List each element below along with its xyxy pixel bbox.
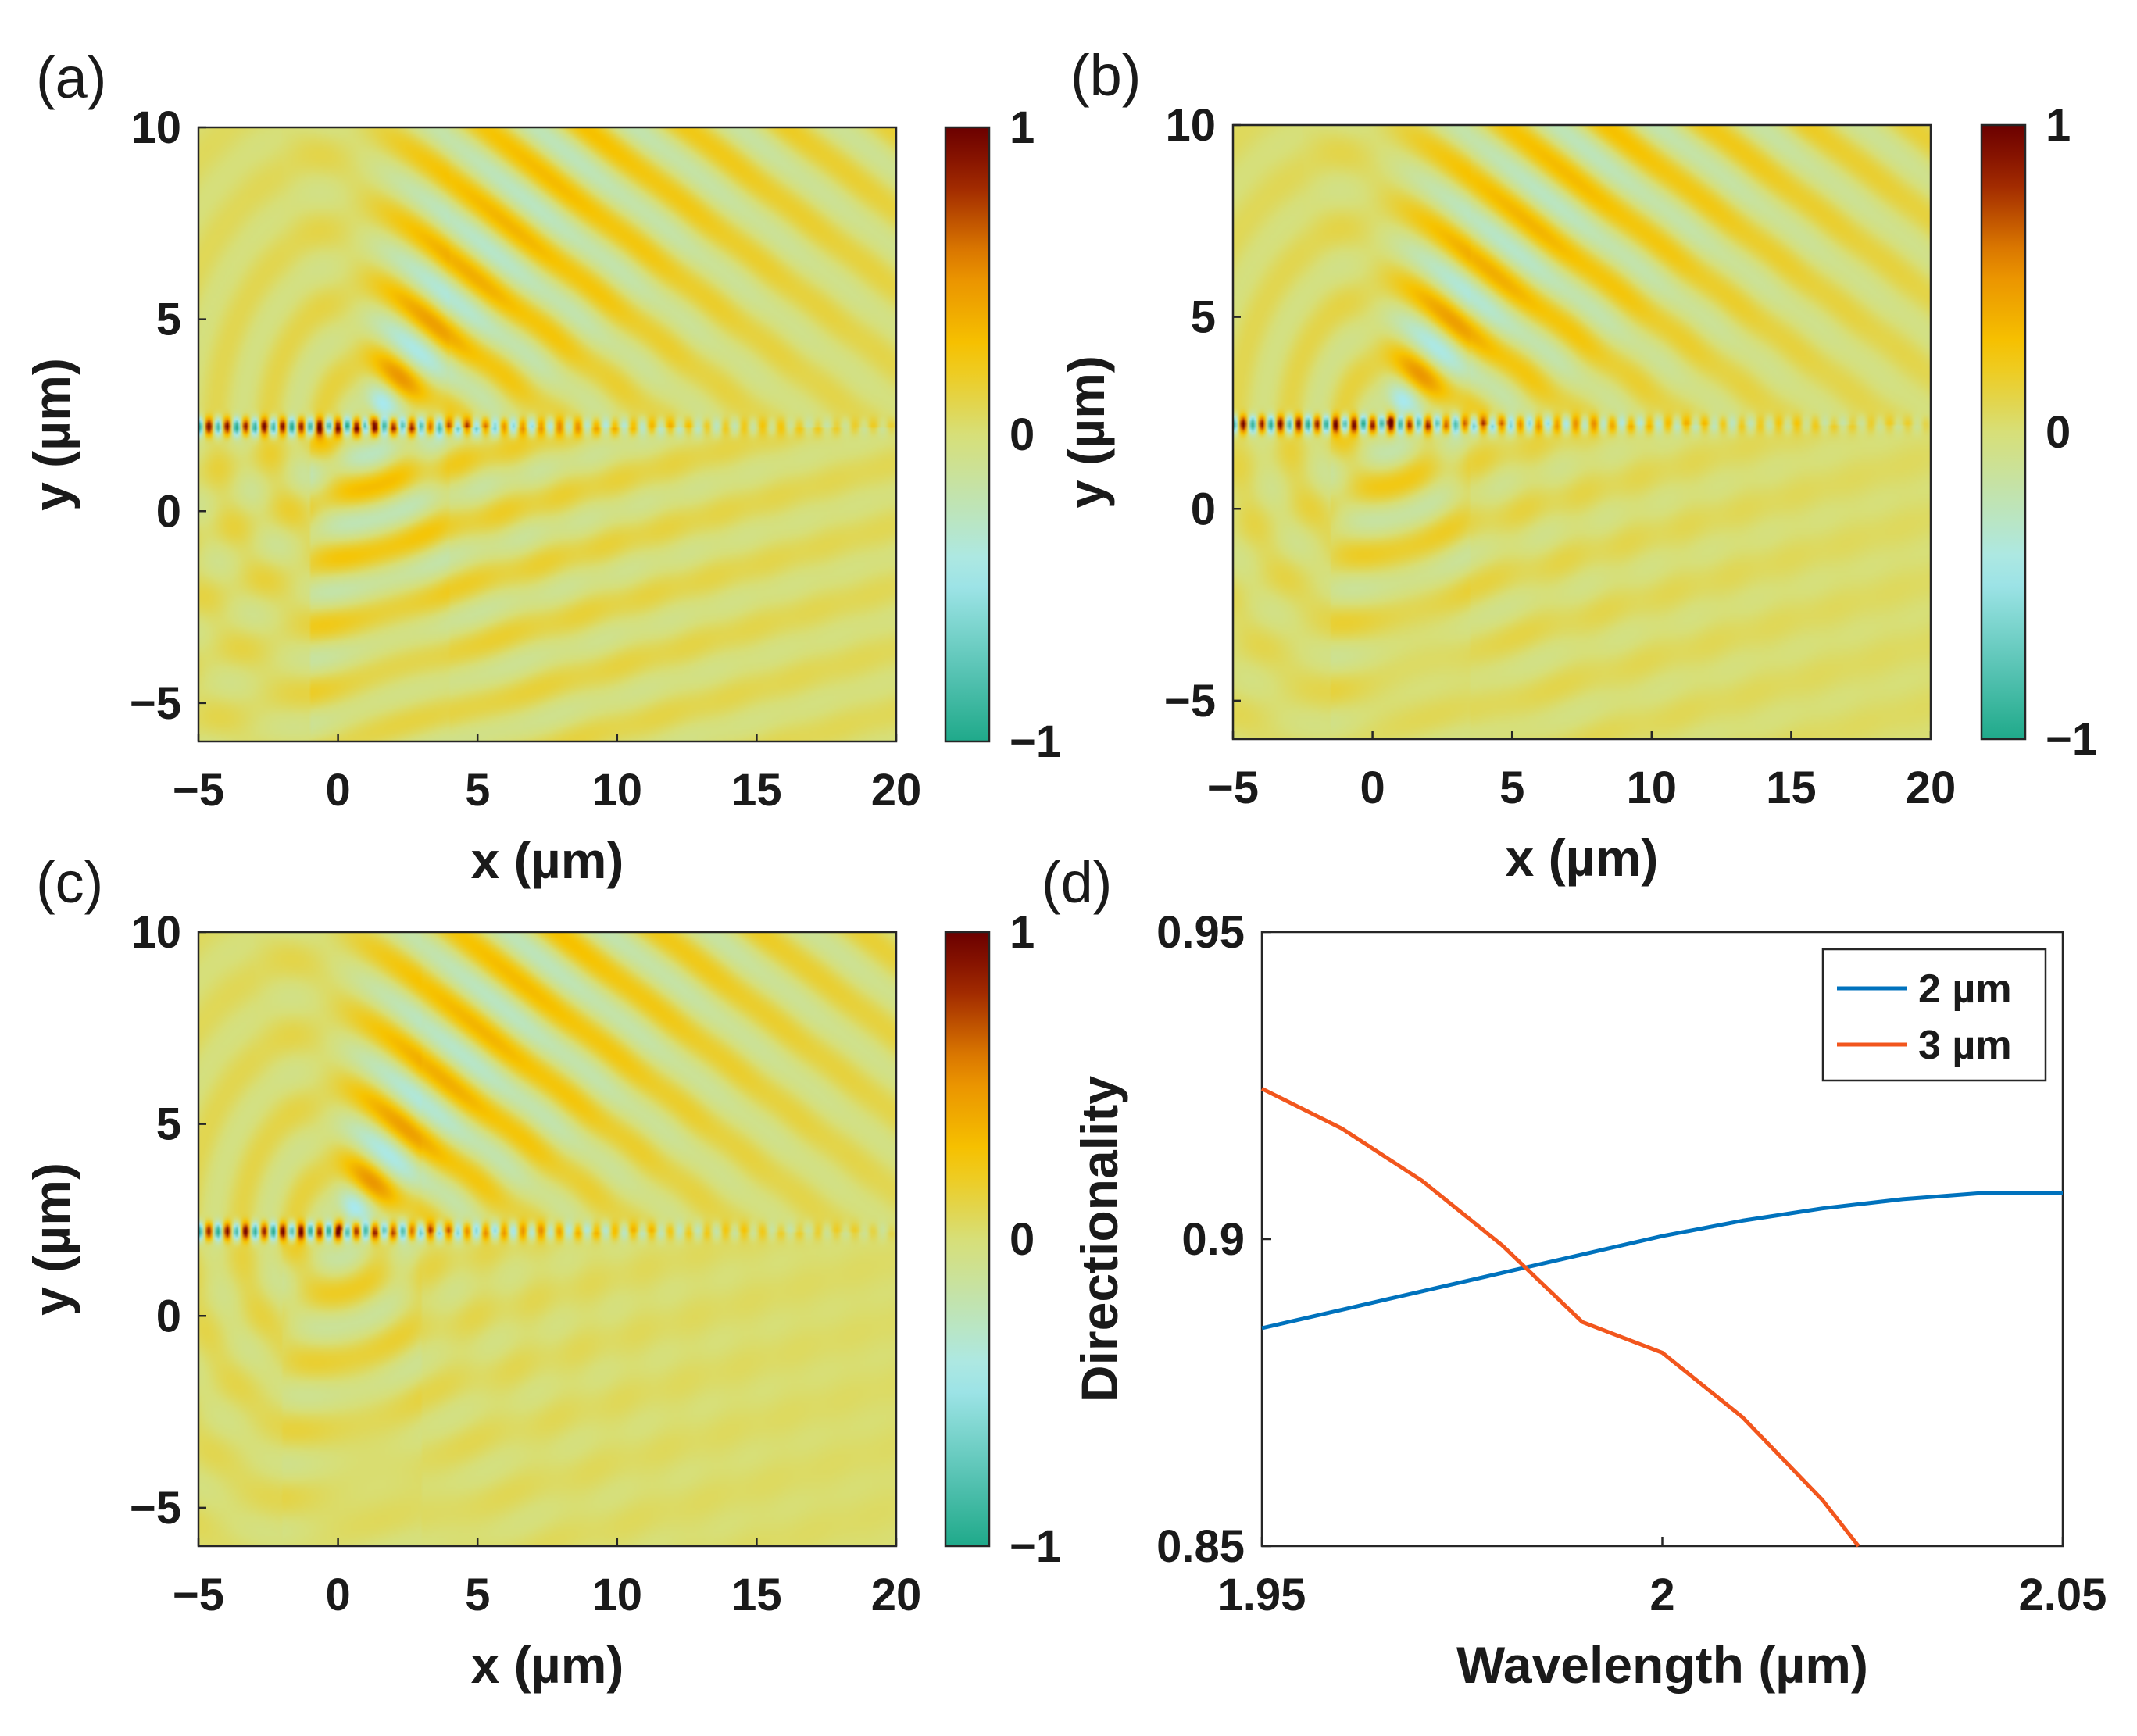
y-ticks: −5 0 5 10 [1164,100,1216,727]
x-ticks: 1.95 2 2.05 [1218,1570,2107,1620]
y-tick-label: 0 [156,1291,181,1341]
x-tick-label: 15 [731,765,782,816]
x-tick-label: 5 [465,765,490,816]
colorbar-tick-label: 0 [1010,1214,1035,1265]
x-ticks: −5 0 5 10 15 20 [173,765,921,816]
x-tick-label: 0 [325,1570,350,1620]
colorbar [944,126,991,743]
y-tick-label: 0.95 [1156,907,1245,958]
legend-entry-2um: 2 µm [1918,966,2012,1012]
x-tick-label: 10 [592,1570,643,1620]
x-tick-label: 2.05 [2019,1570,2107,1620]
legend: 2 µm 3 µm [1821,948,2047,1082]
x-ticks: −5 0 5 10 15 20 [173,1570,921,1620]
x-tick-label: 0 [325,765,350,816]
y-tick-label: −5 [130,678,181,729]
colorbar-ticks: 1 0 −1 [1010,907,1061,1572]
y-ticks: −5 0 5 10 [130,102,181,729]
x-axis-label: x (µm) [1506,829,1659,887]
x-tick-label: 20 [1906,763,1957,813]
y-tick-label: 10 [130,102,181,153]
x-axis-label: x (µm) [471,1636,624,1694]
x-tick-label: −5 [173,1570,224,1620]
field-map-image [198,932,896,1546]
panel-label: (d) [1042,850,1112,915]
x-tick-label: 15 [1766,763,1817,813]
y-axis-label: Directionality [1070,1076,1128,1402]
y-tick-label: 10 [1165,100,1216,151]
y-ticks: 0.95 0.9 0.85 [1156,907,1245,1572]
x-tick-label: 20 [871,1570,922,1620]
x-axis-label: x (µm) [471,831,624,889]
plot-frame [197,126,898,743]
x-tick-label: 5 [465,1570,490,1620]
y-tick-label: 0.9 [1181,1214,1245,1265]
colorbar-ticks: 1 0 −1 [1010,102,1061,767]
x-tick-label: −5 [173,765,224,816]
y-tick-label: −5 [1164,676,1216,727]
y-axis-label: y (µm) [23,358,80,511]
colorbar-tick-label: 1 [2046,100,2071,151]
x-tick-label: 15 [731,1570,782,1620]
y-axis-label: y (µm) [23,1163,80,1316]
panel-a-field-map: (a) x (µm) y (µm) −5 0 5 10 15 20 −5 0 5… [23,45,1061,889]
tick-marks [1260,931,2064,1548]
panel-label: (c) [36,850,103,915]
x-tick-label: 5 [1499,763,1524,813]
x-tick-label: 2 [1649,1570,1674,1620]
y-tick-label: 10 [130,907,181,958]
legend-box [1821,948,2047,1082]
panel-b-field-map: (b) x (µm) y (µm) −5 0 5 10 15 20 −5 0 5… [1057,43,2097,887]
colorbar-tick-label: 0 [1010,409,1035,460]
y-tick-label: 0.85 [1156,1521,1245,1572]
x-tick-label: 10 [1627,763,1678,813]
colorbar-tick-label: 0 [2046,407,2071,458]
x-ticks: −5 0 5 10 15 20 [1207,763,1956,813]
colorbar-tick-label: −1 [1010,716,1061,767]
colorbar [1980,123,2027,741]
y-tick-label: −5 [130,1483,181,1534]
colorbar-tick-label: −1 [2046,714,2097,765]
field-map-image [1233,125,1931,739]
colorbar [944,931,991,1548]
x-tick-label: 1.95 [1218,1570,1306,1620]
colorbar-ticks: 1 0 −1 [2046,100,2097,765]
y-ticks: −5 0 5 10 [130,907,181,1534]
x-axis-label: Wavelength (µm) [1456,1636,1868,1694]
colorbar-tick-label: 1 [1010,907,1035,958]
plot-frame [197,931,898,1548]
panel-d-directionality-chart: (d) Wavelength (µm) Directionality 1.95 … [1042,850,2107,1694]
colorbar-tick-label: −1 [1010,1521,1061,1572]
plot-frame [1231,123,1932,741]
series-line-2um [1261,1191,2063,1331]
x-tick-label: −5 [1207,763,1259,813]
legend-entry-3um: 3 µm [1918,1023,2012,1068]
x-tick-label: 20 [871,765,922,816]
y-tick-label: 5 [1191,292,1216,343]
y-tick-label: 0 [156,486,181,537]
x-tick-label: 10 [592,765,643,816]
y-axis-label: y (µm) [1057,355,1115,509]
series-line-3um [1260,1087,1860,1548]
colorbar-tick-label: 1 [1010,102,1035,153]
y-tick-label: 5 [156,295,181,345]
x-tick-label: 0 [1360,763,1385,813]
y-tick-label: 0 [1191,484,1216,534]
panel-c-field-map: (c) x (µm) y (µm) −5 0 5 10 15 20 −5 0 5… [23,850,1061,1694]
field-map-image [198,127,896,741]
y-tick-label: 5 [156,1099,181,1150]
panel-label: (b) [1070,43,1141,108]
panel-label: (a) [36,45,106,110]
